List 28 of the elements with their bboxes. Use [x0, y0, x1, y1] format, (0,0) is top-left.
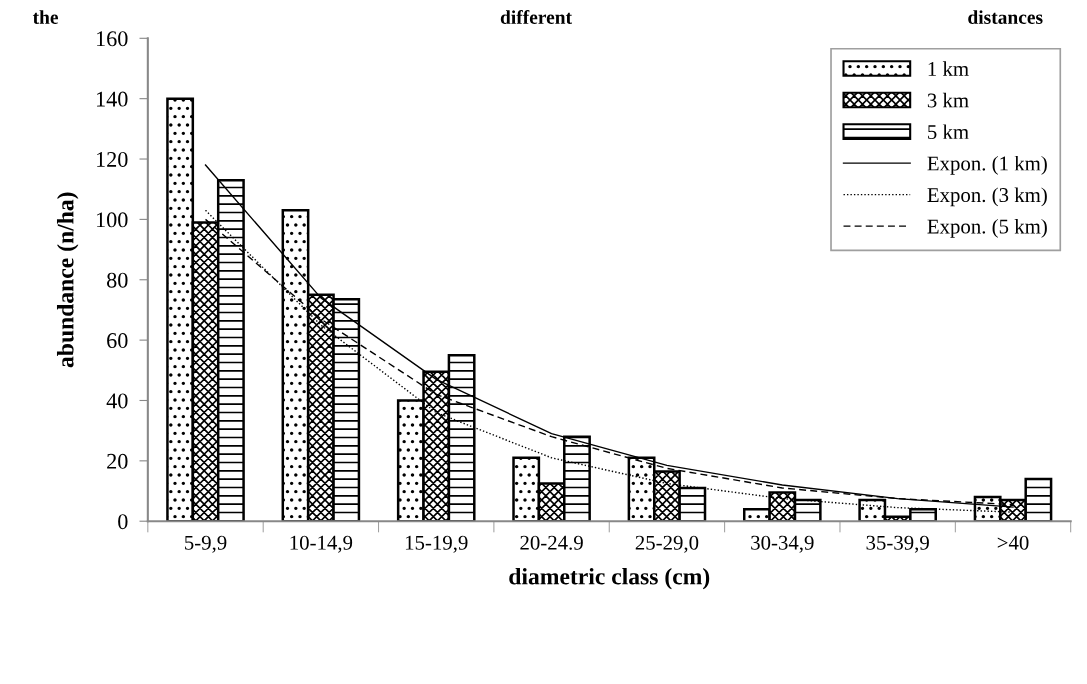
- text: different: [500, 10, 572, 24]
- y-tick-label: 40: [106, 393, 128, 409]
- x-tick-label: 10-14,9: [290, 535, 353, 553]
- legend-label: 1 km: [928, 61, 969, 76]
- legend-label: 3 km: [927, 92, 969, 108]
- x-tick-label: >40: [997, 535, 1029, 550]
- x-tick-label: 35-39,9: [866, 535, 929, 553]
- y-tick-label: 100: [97, 212, 128, 228]
- text: distances: [968, 10, 1043, 24]
- y-tick-label: 80: [107, 272, 128, 288]
- x-tick-label: 30-34,9: [751, 535, 814, 553]
- y-axis-title: abundance (n/ha): [56, 192, 79, 368]
- legend-label: 5 km: [928, 124, 969, 140]
- legend-label: Expon. (5 km): [927, 218, 1047, 238]
- y-tick-label: 120: [97, 151, 128, 167]
- y-tick-label: 0: [118, 514, 128, 530]
- legend-label: Expon. (3 km): [927, 187, 1047, 207]
- x-tick-label: 20-24.9: [520, 535, 583, 550]
- y-tick-label: 60: [107, 333, 128, 349]
- x-tick-label: 5-9,9: [185, 535, 227, 553]
- x-tick-label: 25-29,0: [635, 535, 699, 553]
- y-tick-label: 20: [107, 453, 128, 469]
- y-tick-label: 140: [97, 91, 128, 107]
- x-axis-title: diametric class (cm): [509, 567, 710, 590]
- text: the: [32, 10, 59, 24]
- legend-label: Expon. (1 km): [927, 155, 1047, 175]
- y-tick-label: 160: [97, 31, 128, 47]
- x-tick-label: 15-19,9: [405, 535, 468, 553]
